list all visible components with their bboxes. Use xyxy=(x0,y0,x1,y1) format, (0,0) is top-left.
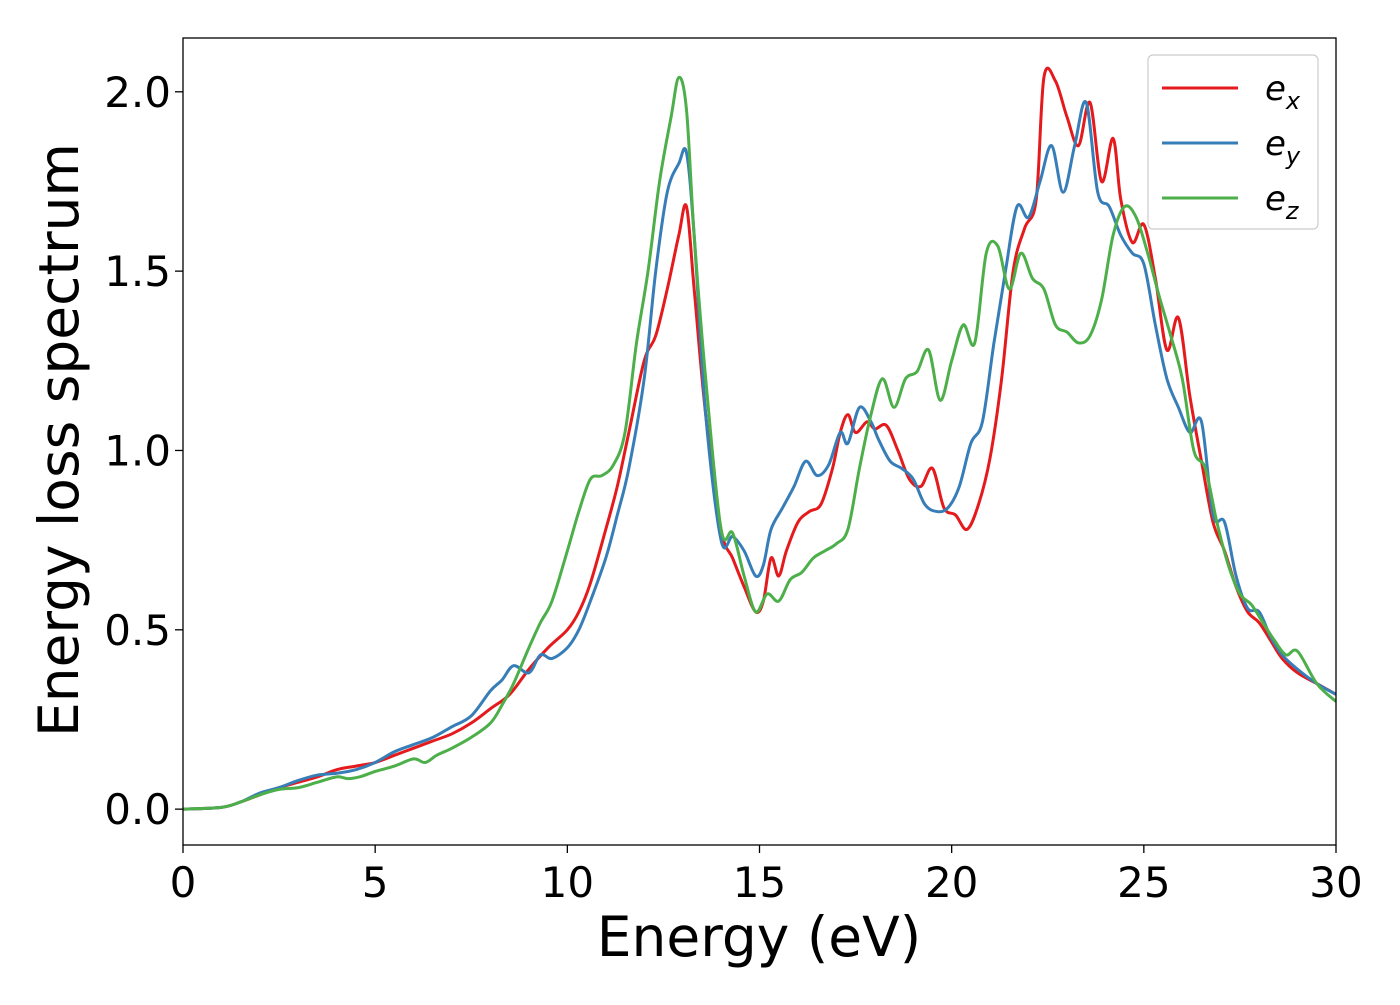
x-tick-label: 20 xyxy=(925,858,978,907)
series-curves xyxy=(183,66,1336,811)
legend-label: ex xyxy=(1265,69,1301,115)
legend-label-base: e xyxy=(1265,179,1286,219)
legend-label-subscript: y xyxy=(1285,142,1301,170)
legend-label: ez xyxy=(1265,179,1300,225)
legend-label-subscript: z xyxy=(1285,197,1300,225)
legend-label-base: e xyxy=(1265,69,1286,109)
legend-label-base: e xyxy=(1265,124,1286,164)
x-tick-label: 15 xyxy=(733,858,786,907)
legend-item-y: ey xyxy=(1162,124,1301,170)
x-tick-label: 5 xyxy=(362,858,389,907)
series-line-z xyxy=(183,75,1336,811)
y-tick-label: 0.5 xyxy=(104,606,171,655)
x-tick-label: 10 xyxy=(541,858,594,907)
series-line-y xyxy=(183,100,1336,811)
y-tick-label: 0.0 xyxy=(104,785,171,834)
legend-item-z: ez xyxy=(1162,179,1300,225)
x-tick-label: 30 xyxy=(1309,858,1362,907)
x-axis-label: Energy (eV) xyxy=(597,905,921,969)
y-tick-label: 1.0 xyxy=(104,426,171,475)
legend-label-subscript: x xyxy=(1285,87,1301,115)
y-tick-label: 2.0 xyxy=(104,68,171,117)
y-axis-label: Energy loss spectrum xyxy=(27,143,91,737)
legend-label: ey xyxy=(1265,124,1301,170)
legend-item-x: ex xyxy=(1162,69,1301,115)
x-tick-label: 25 xyxy=(1117,858,1170,907)
y-tick-label: 1.5 xyxy=(104,247,171,296)
series-line-x xyxy=(183,66,1336,811)
y-axis-ticks: 0.0 0.5 1.0 1.5 2.0 xyxy=(104,68,183,834)
x-tick-label: 0 xyxy=(170,858,197,907)
x-axis-ticks: 0 5 10 15 20 25 30 xyxy=(170,845,1363,907)
